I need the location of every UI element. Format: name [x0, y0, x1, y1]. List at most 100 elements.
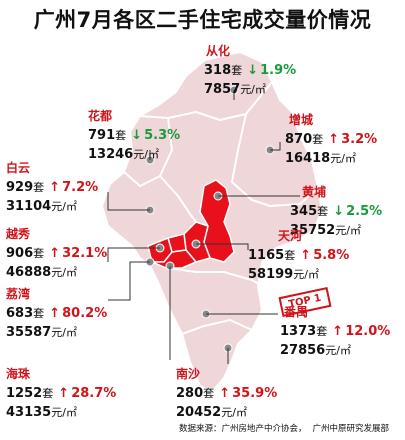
volume-value: 683: [6, 306, 34, 321]
change-value: 35.9%: [232, 386, 278, 401]
volume-unit: 套: [33, 181, 45, 194]
volume-unit: 套: [203, 387, 215, 400]
arrow-down-icon: ↓: [131, 128, 143, 143]
district-border-nansha: [181, 318, 253, 335]
price-unit: 元/㎡: [51, 406, 77, 419]
volume-value: 318: [204, 63, 232, 78]
arrow-up-icon: ↑: [328, 132, 340, 147]
volume-unit: 套: [42, 387, 54, 400]
volume-value: 906: [6, 246, 34, 261]
change-value: 7.2%: [62, 180, 99, 195]
district-name: 南沙: [176, 367, 201, 381]
arrow-up-icon: ↑: [58, 386, 70, 401]
source-item: 广州中原研究发展部: [312, 424, 389, 434]
change-value: 12.0%: [345, 324, 391, 339]
price-unit: 元/㎡: [133, 148, 159, 161]
district-name: 从化: [206, 44, 231, 58]
volume-value: 870: [285, 132, 313, 147]
price-value: 7857: [204, 82, 241, 97]
volume-unit: 套: [231, 64, 243, 77]
volume-value: 929: [6, 180, 34, 195]
district-name: 越秀: [6, 227, 31, 241]
price-unit: 元/㎡: [330, 152, 356, 165]
volume-value: 280: [176, 386, 204, 401]
price-value: 27856: [280, 343, 326, 358]
price-unit: 元/㎡: [325, 344, 351, 357]
price-value: 43135: [6, 405, 52, 420]
change-value: 80.2%: [62, 306, 108, 321]
price-unit: 元/㎡: [51, 200, 77, 213]
price-unit: 元/㎡: [240, 83, 266, 96]
district-label-huadu: 花都 791套 ↓ 5.3% 13246元/㎡: [88, 108, 180, 163]
price-value: 16418: [285, 151, 331, 166]
arrow-up-icon: ↑: [219, 386, 231, 401]
district-label-liwan: 荔湾 683套 ↑ 80.2% 35587元/㎡: [6, 286, 107, 341]
leader-yuexiu: [107, 247, 160, 262]
change-value: 5.8%: [313, 248, 350, 263]
volume-unit: 套: [115, 129, 127, 142]
price-value: 31104: [6, 199, 52, 214]
arrow-down-icon: ↓: [333, 204, 345, 219]
district-label-panyu: 番禺 1373套 ↑ 12.0% 27856元/㎡: [280, 304, 390, 359]
district-name: 番禺: [284, 305, 309, 319]
price-unit: 元/㎡: [51, 326, 77, 339]
district-name: 荔湾: [6, 287, 31, 301]
price-unit: 元/㎡: [221, 406, 247, 419]
leader-liwan: [108, 261, 150, 301]
change-value: 32.1%: [62, 246, 108, 261]
district-label-huangpu: 黄埔 345套 ↓ 2.5% 35752元/㎡: [290, 184, 382, 239]
volume-unit: 套: [33, 247, 45, 260]
volume-value: 1252: [6, 386, 43, 401]
change-value: 2.5%: [346, 204, 383, 219]
district-label-haizhu: 海珠 1252套 ↑ 28.7% 43135元/㎡: [6, 366, 116, 421]
district-label-nansha: 南沙 280套 ↑ 35.9% 20452元/㎡: [176, 366, 277, 421]
district-border-panyu: [167, 267, 263, 287]
district-border-baiyun: [159, 175, 197, 223]
volume-unit: 套: [316, 325, 328, 338]
district-border-conghua: [139, 81, 273, 122]
volume-unit: 套: [317, 205, 329, 218]
arrow-down-icon: ↓: [247, 63, 259, 78]
source-label: 数据来源：: [178, 424, 222, 434]
district-name: 天河: [278, 229, 303, 243]
volume-unit: 套: [33, 307, 45, 320]
district-name: 海珠: [6, 367, 31, 381]
price-value: 35752: [290, 223, 336, 238]
arrow-up-icon: ↑: [332, 324, 344, 339]
page-title: 广州7月各区二手住宅成交量价情况: [33, 8, 372, 32]
volume-value: 1165: [248, 248, 285, 263]
price-unit: 元/㎡: [293, 268, 319, 281]
district-name: 花都: [88, 109, 113, 123]
change-value: 5.3%: [144, 128, 181, 143]
district-label-yuexiu: 越秀 906套 ↑ 32.1% 46888元/㎡: [6, 226, 107, 281]
change-value: 1.9%: [260, 63, 297, 78]
price-value: 35587: [6, 325, 52, 340]
district-border-zengcheng: [230, 113, 319, 208]
leader-tianhe: [196, 243, 249, 250]
change-value: 28.7%: [71, 386, 117, 401]
district-label-baiyun: 白云 929套 ↑ 7.2% 31104元/㎡: [6, 160, 98, 215]
district-label-tianhe: 天河 1165套 ↑ 5.8% 58199元/㎡: [248, 228, 349, 283]
price-value: 20452: [176, 405, 222, 420]
price-unit: 元/㎡: [335, 224, 361, 237]
data-source-footer: 数据来源：广州房地产中介协会， 广州中原研究发展部: [179, 422, 389, 434]
volume-value: 791: [88, 128, 116, 143]
volume-unit: 套: [312, 133, 324, 146]
change-value: 3.2%: [341, 132, 378, 147]
district-name: 增城: [289, 113, 314, 127]
volume-unit: 套: [284, 249, 296, 262]
leader-baiyun: [107, 192, 150, 211]
leader-zengcheng: [270, 142, 281, 151]
price-unit: 元/㎡: [51, 266, 77, 279]
volume-value: 1373: [280, 324, 317, 339]
district-label-conghua: 从化 318套 ↓ 1.9% 7857元/㎡: [204, 43, 296, 98]
volume-value: 345: [290, 204, 318, 219]
arrow-up-icon: ↑: [49, 180, 61, 195]
arrow-up-icon: ↑: [300, 248, 312, 263]
arrow-up-icon: ↑: [49, 306, 61, 321]
price-value: 46888: [6, 265, 52, 280]
price-value: 58199: [248, 267, 294, 282]
price-value: 13246: [88, 147, 134, 162]
source-item: 广州房地产中介协会，: [221, 424, 307, 434]
